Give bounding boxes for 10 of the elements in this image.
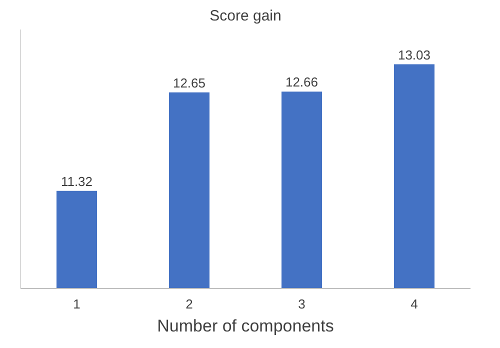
data-label: 12.66: [285, 74, 318, 90]
data-label: 13.03: [398, 47, 431, 62]
x-axis-title: Number of components: [157, 316, 334, 336]
x-tick-label: 2: [186, 296, 193, 312]
chart-title: Score gain: [210, 8, 282, 24]
x-tick-label: 4: [410, 296, 418, 312]
data-label: 12.65: [172, 75, 206, 90]
x-tick-label: 3: [298, 296, 306, 312]
data-label: 11.32: [60, 174, 93, 189]
x-tick-label: 1: [73, 296, 80, 312]
